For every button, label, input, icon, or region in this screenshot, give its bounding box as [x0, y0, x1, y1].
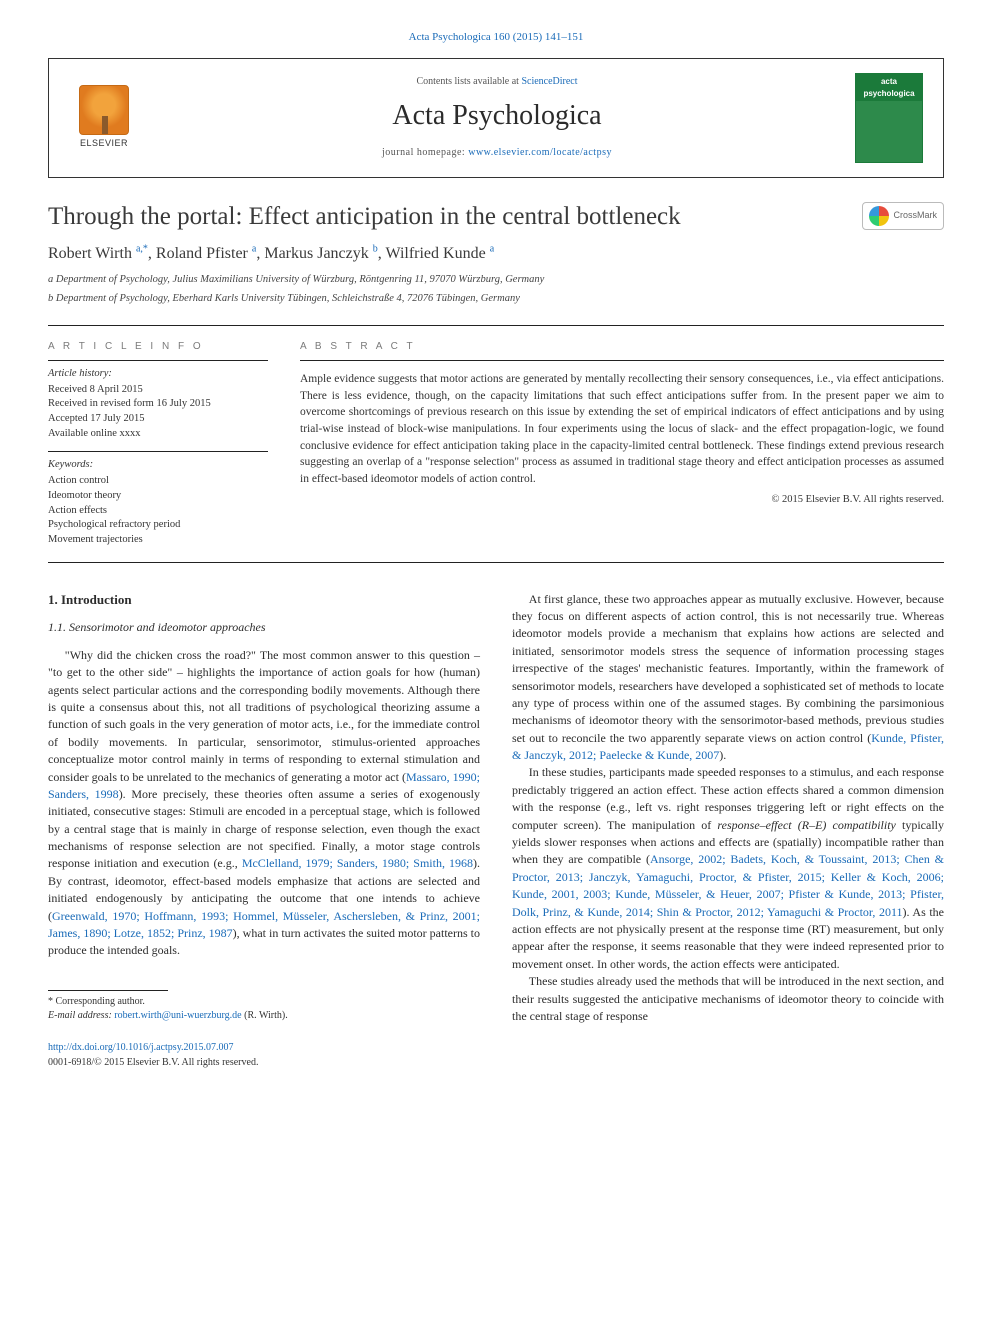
keyword-2: Action effects	[48, 504, 268, 519]
doi-link[interactable]: http://dx.doi.org/10.1016/j.actpsy.2015.…	[48, 1042, 234, 1053]
journal-header-box: ELSEVIER Contents lists available at Sci…	[48, 58, 944, 178]
rule-top	[48, 325, 944, 326]
contents-prefix: Contents lists available at	[416, 76, 521, 87]
body-columns: 1. Introduction 1.1. Sensorimotor and id…	[48, 591, 944, 1026]
crossmark-icon	[869, 206, 889, 226]
author-line: Robert Wirth a,*, Roland Pfister a, Mark…	[48, 242, 944, 265]
history-label: Article history:	[48, 367, 268, 382]
left-p1-part-a: "Why did the chicken cross the road?" Th…	[48, 648, 480, 784]
top-citation-link[interactable]: Acta Psychologica 160 (2015) 141–151	[48, 30, 944, 46]
crossmark-badge[interactable]: CrossMark	[862, 202, 944, 230]
left-column: 1. Introduction 1.1. Sensorimotor and id…	[48, 591, 480, 1026]
contents-list-line: Contents lists available at ScienceDirec…	[139, 75, 855, 90]
rule-info-2	[48, 451, 268, 452]
elsevier-label: ELSEVIER	[80, 137, 128, 150]
abstract-copyright: © 2015 Elsevier B.V. All rights reserved…	[300, 492, 944, 507]
right-column: At first glance, these two approaches ap…	[512, 591, 944, 1026]
issn-line: 0001-6918/© 2015 Elsevier B.V. All right…	[48, 1057, 258, 1068]
abstract-column: A B S T R A C T Ample evidence suggests …	[300, 340, 944, 548]
footer-rule	[48, 990, 168, 991]
right-p3-text: These studies already used the methods t…	[512, 974, 944, 1023]
rule-info-1	[48, 360, 268, 361]
header-center: Contents lists available at ScienceDirec…	[139, 75, 855, 161]
journal-cover-title: acta psychologica	[856, 74, 922, 101]
keywords-block: Keywords: Action control Ideomotor theor…	[48, 458, 268, 547]
article-info-heading: A R T I C L E I N F O	[48, 340, 268, 355]
crossmark-label: CrossMark	[893, 209, 937, 222]
corresponding-author-footer: * Corresponding author. E-mail address: …	[48, 990, 480, 1024]
sciencedirect-link[interactable]: ScienceDirect	[521, 76, 577, 87]
abstract-heading: A B S T R A C T	[300, 340, 944, 355]
right-paragraph-1: At first glance, these two approaches ap…	[512, 591, 944, 765]
history-online: Available online xxxx	[48, 427, 268, 442]
right-p1-part-a: At first glance, these two approaches ap…	[512, 592, 944, 745]
article-info-column: A R T I C L E I N F O Article history: R…	[48, 340, 268, 548]
right-p2-emph: response–effect (R–E) compatibility	[717, 818, 895, 832]
email-suffix: (R. Wirth).	[244, 1010, 288, 1021]
keyword-0: Action control	[48, 474, 268, 489]
left-paragraph-1: "Why did the chicken cross the road?" Th…	[48, 647, 480, 960]
elsevier-logo: ELSEVIER	[69, 78, 139, 158]
title-row: Through the portal: Effect anticipation …	[48, 202, 944, 232]
info-abstract-row: A R T I C L E I N F O Article history: R…	[48, 340, 944, 548]
journal-homepage-line: journal homepage: www.elsevier.com/locat…	[139, 146, 855, 161]
history-revised: Received in revised form 16 July 2015	[48, 397, 268, 412]
right-paragraph-3: These studies already used the methods t…	[512, 973, 944, 1025]
homepage-link[interactable]: www.elsevier.com/locate/actpsy	[468, 147, 612, 158]
heading-introduction: 1. Introduction	[48, 591, 480, 610]
doi-footer: http://dx.doi.org/10.1016/j.actpsy.2015.…	[48, 1041, 944, 1070]
right-paragraph-2: In these studies, participants made spee…	[512, 764, 944, 973]
keyword-4: Movement trajectories	[48, 533, 268, 548]
keywords-label: Keywords:	[48, 458, 268, 473]
right-p1-part-b: ).	[719, 748, 726, 762]
article-title: Through the portal: Effect anticipation …	[48, 202, 681, 232]
heading-1-1: 1.1. Sensorimotor and ideomotor approach…	[48, 619, 480, 636]
rule-abstract	[300, 360, 944, 361]
homepage-prefix: journal homepage:	[382, 147, 468, 158]
keyword-3: Psychological refractory period	[48, 518, 268, 533]
history-accepted: Accepted 17 July 2015	[48, 412, 268, 427]
corresponding-label: * Corresponding author.	[48, 995, 480, 1010]
elsevier-tree-icon	[79, 85, 129, 135]
corresponding-email-link[interactable]: robert.wirth@uni-wuerzburg.de	[114, 1010, 241, 1021]
affiliation-a: a Department of Psychology, Julius Maxim…	[48, 273, 944, 288]
journal-cover-thumbnail: acta psychologica	[855, 73, 923, 163]
rule-mid	[48, 562, 944, 563]
history-received: Received 8 April 2015	[48, 383, 268, 398]
citation-mcclelland[interactable]: McClelland, 1979; Sanders, 1980; Smith, …	[242, 856, 473, 870]
article-history-block: Article history: Received 8 April 2015 R…	[48, 367, 268, 441]
affiliation-b: b Department of Psychology, Eberhard Kar…	[48, 292, 944, 307]
journal-name: Acta Psychologica	[139, 96, 855, 137]
email-label: E-mail address:	[48, 1010, 114, 1021]
abstract-text: Ample evidence suggests that motor actio…	[300, 371, 944, 488]
email-line: E-mail address: robert.wirth@uni-wuerzbu…	[48, 1009, 480, 1024]
keyword-1: Ideomotor theory	[48, 489, 268, 504]
